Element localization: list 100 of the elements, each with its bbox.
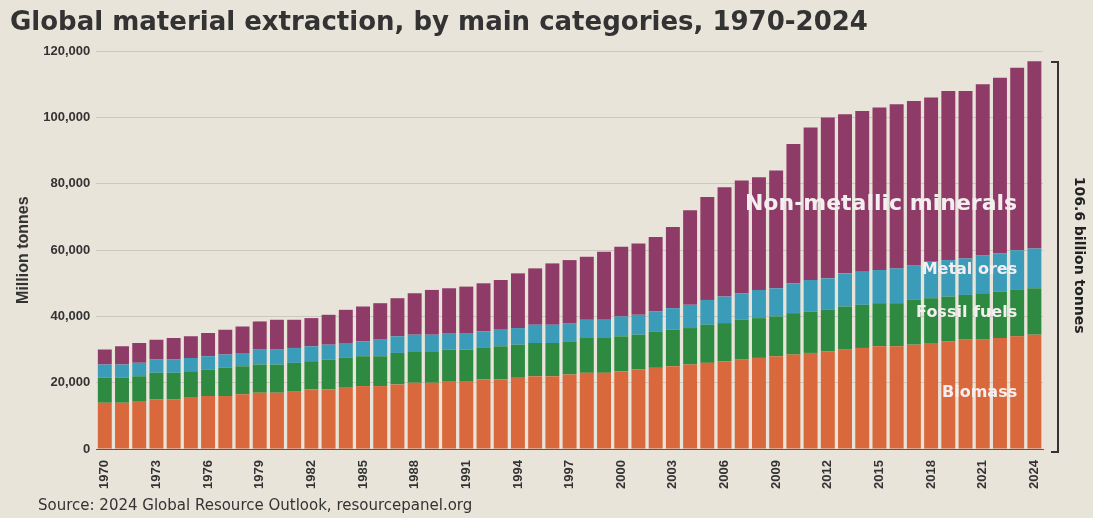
bar	[373, 303, 388, 340]
bar	[597, 338, 611, 373]
bar	[459, 381, 474, 449]
bar	[304, 389, 319, 449]
bar	[769, 288, 784, 317]
bar	[1027, 334, 1042, 449]
bar	[614, 316, 629, 337]
bar	[166, 359, 181, 373]
x-tick-label: 2009	[767, 460, 783, 489]
bar	[1027, 248, 1042, 289]
y-tick-label: 20,000	[50, 374, 91, 390]
bar	[252, 321, 267, 350]
bar	[390, 336, 405, 353]
bar	[838, 349, 852, 449]
bar	[183, 336, 198, 358]
bar	[407, 382, 422, 449]
bar	[665, 226, 680, 309]
bar	[218, 329, 233, 355]
bar	[424, 334, 439, 352]
chart-title: Global material extraction, by main categories, 1970-2024	[10, 6, 868, 37]
bar	[149, 359, 164, 373]
bar	[287, 319, 302, 348]
bar	[786, 354, 801, 449]
bar	[424, 289, 439, 335]
bar	[442, 288, 457, 334]
bar	[97, 349, 112, 365]
bar	[356, 306, 370, 342]
bar	[700, 299, 715, 325]
bar	[115, 377, 129, 403]
x-tick-label: 2012	[819, 460, 835, 489]
bar	[476, 331, 491, 348]
bar	[528, 324, 543, 343]
bar	[769, 356, 784, 449]
bar	[545, 324, 560, 343]
bar	[1027, 61, 1042, 249]
bar	[545, 376, 560, 449]
bar	[597, 319, 611, 339]
bar	[269, 392, 284, 449]
bar	[820, 351, 835, 449]
bar	[579, 338, 594, 373]
bar	[648, 236, 663, 312]
bar	[751, 318, 766, 358]
x-tick-label: 1970	[96, 460, 112, 489]
bar	[889, 268, 904, 304]
bar	[407, 334, 422, 352]
bar	[717, 361, 732, 449]
y-tick-label: 100,000	[43, 109, 91, 125]
bar	[734, 319, 749, 360]
bar	[356, 356, 370, 387]
bar	[717, 187, 732, 297]
bar	[115, 402, 129, 449]
bar	[734, 359, 749, 449]
bar	[665, 329, 680, 367]
bar	[166, 372, 181, 400]
bar	[373, 356, 388, 387]
bar	[356, 341, 370, 357]
bar	[820, 309, 835, 352]
x-tick-label: 2024	[1025, 459, 1041, 489]
bar	[252, 392, 267, 449]
bar	[149, 399, 164, 449]
bar	[579, 372, 594, 449]
bar	[476, 283, 491, 332]
bar	[97, 402, 112, 449]
bar	[201, 333, 216, 357]
bar	[855, 271, 870, 305]
x-tick-label: 1973	[148, 460, 164, 489]
y-tick-label: 120,000	[43, 42, 91, 58]
bar	[528, 268, 543, 325]
bar	[356, 386, 370, 449]
bar	[166, 399, 181, 449]
bar	[924, 342, 939, 449]
x-tick-label: 1997	[561, 460, 577, 489]
bar	[700, 362, 715, 449]
bar	[132, 342, 147, 363]
bar	[528, 342, 543, 377]
bar	[459, 286, 474, 334]
bar	[545, 342, 560, 377]
bar	[631, 243, 646, 315]
bar	[149, 372, 164, 400]
bar	[872, 270, 887, 304]
x-tick-label: 2000	[612, 460, 628, 489]
bar	[751, 289, 766, 319]
bar	[700, 324, 715, 363]
bar	[751, 357, 766, 449]
bar	[579, 256, 594, 320]
bar	[97, 377, 112, 403]
bar	[1027, 288, 1042, 335]
bar	[510, 273, 525, 329]
bar	[373, 339, 388, 357]
bar	[510, 328, 525, 345]
bar	[528, 376, 543, 449]
bar	[424, 351, 439, 383]
bar	[269, 319, 284, 350]
bar	[631, 334, 646, 370]
bar	[132, 362, 147, 377]
bar	[424, 382, 439, 449]
x-tick-label: 2015	[871, 460, 887, 489]
bar	[132, 401, 147, 449]
bar	[338, 387, 353, 449]
bar	[872, 346, 887, 449]
